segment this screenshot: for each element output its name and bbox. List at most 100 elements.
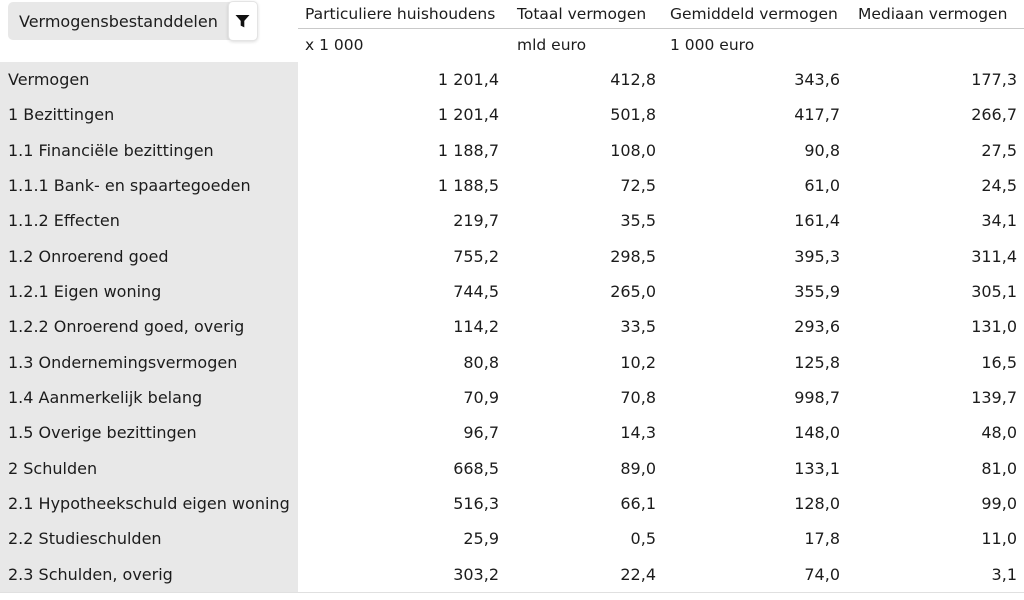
table-row: 1.2 Onroerend goed 755,2 298,5 395,3 311,4 [0, 238, 1024, 274]
value-cell: 1 201,4 [437, 70, 499, 90]
column-unit-1000-euro: 1 000 euro [670, 36, 755, 54]
value-cell: 90,8 [804, 140, 840, 160]
dimension-pill-vermogensbestanddelen[interactable]: Vermogensbestanddelen [8, 1, 258, 41]
value-cell: 114,2 [453, 317, 499, 337]
dimension-pill-label: Vermogensbestanddelen [19, 11, 218, 31]
column-header-particuliere-huishoudens: Particuliere huishoudens [305, 5, 496, 23]
row-label: 1.2 Onroerend goed [0, 238, 298, 274]
value-cell: 133,1 [794, 458, 840, 478]
value-cell: 744,5 [453, 282, 499, 302]
table-row: 1.5 Overige bezittingen 96,7 14,3 148,0 48,0 [0, 415, 1024, 451]
value-cell: 139,7 [971, 388, 1017, 408]
value-cell: 24,5 [981, 176, 1017, 196]
value-cell: 70,8 [620, 388, 656, 408]
value-cell: 108,0 [610, 140, 656, 160]
value-cell: 355,9 [794, 282, 840, 302]
value-cell: 14,3 [620, 423, 656, 443]
column-headers: Particuliere huishoudens Totaal vermogen… [298, 0, 1024, 62]
row-label: Vermogen [0, 62, 298, 98]
value-cell: 668,5 [453, 458, 499, 478]
value-cell: 48,0 [981, 423, 1017, 443]
value-cell: 148,0 [794, 423, 840, 443]
value-cell: 25,9 [463, 529, 499, 549]
value-cell: 3,1 [991, 564, 1017, 584]
value-cell: 343,6 [794, 70, 840, 90]
filter-funnel-icon [235, 14, 250, 27]
value-cell: 298,5 [610, 246, 656, 266]
value-cell: 0,5 [630, 529, 656, 549]
row-label: 2 Schulden [0, 450, 298, 486]
value-cell: 219,7 [453, 211, 499, 231]
value-cell: 96,7 [463, 423, 499, 443]
row-label: 2.2 Studieschulden [0, 521, 298, 557]
value-cell: 755,2 [453, 246, 499, 266]
column-title-row: Particuliere huishoudens Totaal vermogen… [298, 0, 1024, 29]
value-cell: 89,0 [620, 458, 656, 478]
value-cell: 1 188,5 [437, 176, 499, 196]
table-row: 2.2 Studieschulden 25,9 0,5 17,8 11,0 [0, 521, 1024, 557]
value-cell: 305,1 [971, 282, 1017, 302]
row-label: 1.2.1 Eigen woning [0, 273, 298, 310]
table-body: Vermogen 1 201,4 412,8 343,6 177,3 1 Bezittin… [0, 62, 1024, 593]
row-label: 2.1 Hypotheekschuld eigen woning [0, 485, 298, 522]
filter-button[interactable] [227, 1, 258, 41]
value-cell: 1 188,7 [437, 140, 499, 160]
value-cell: 516,3 [453, 494, 499, 514]
value-cell: 311,4 [971, 246, 1017, 266]
value-cell: 35,5 [620, 211, 656, 231]
value-cell: 303,2 [453, 564, 499, 584]
value-cell: 34,1 [981, 211, 1017, 231]
value-cell: 266,7 [971, 105, 1017, 125]
row-label: 1.1 Financiële bezittingen [0, 132, 298, 168]
row-label: 1 Bezittingen [0, 97, 298, 133]
value-cell: 177,3 [971, 70, 1017, 90]
row-label: 1.1.2 Effecten [0, 203, 298, 239]
value-cell: 131,0 [971, 317, 1017, 337]
value-cell: 22,4 [620, 564, 656, 584]
value-cell: 33,5 [620, 317, 656, 337]
column-header-totaal-vermogen: Totaal vermogen [517, 5, 647, 23]
value-cell: 72,5 [620, 176, 656, 196]
row-label: 1.3 Ondernemingsvermogen [0, 344, 298, 380]
value-cell: 501,8 [610, 105, 656, 125]
value-cell: 70,9 [463, 388, 499, 408]
value-cell: 16,5 [981, 352, 1017, 372]
value-cell: 74,0 [804, 564, 840, 584]
value-cell: 1 201,4 [437, 105, 499, 125]
table-row: 1.1.2 Effecten 219,7 35,5 161,4 34,1 [0, 203, 1024, 239]
row-label: 1.2.2 Onroerend goed, overig [0, 309, 298, 345]
table-row: 1.2.1 Eigen woning 744,5 265,0 355,9 305,1 [0, 273, 1024, 310]
value-cell: 395,3 [794, 246, 840, 266]
table-row: 2.1 Hypotheekschuld eigen woning 516,3 66,… [0, 485, 1024, 522]
column-unit-x1000: x 1 000 [305, 36, 364, 54]
table-row: 1 Bezittingen 1 201,4 501,8 417,7 266,7 [0, 97, 1024, 133]
value-cell: 128,0 [794, 494, 840, 514]
value-cell: 11,0 [981, 529, 1017, 549]
table-row: 2 Schulden 668,5 89,0 133,1 81,0 [0, 450, 1024, 486]
column-header-gemiddeld-vermogen: Gemiddeld vermogen [670, 5, 838, 23]
value-cell: 27,5 [981, 140, 1017, 160]
value-cell: 81,0 [981, 458, 1017, 478]
value-cell: 66,1 [620, 494, 656, 514]
table-row: 1.3 Ondernemingsvermogen 80,8 10,2 125,8 16,… [0, 344, 1024, 380]
table-row: 1.1 Financiële bezittingen 1 188,7 108,0 90… [0, 132, 1024, 168]
value-cell: 99,0 [981, 494, 1017, 514]
value-cell: 61,0 [804, 176, 840, 196]
row-label: 1.1.1 Bank- en spaartegoeden [0, 167, 298, 204]
value-cell: 417,7 [794, 105, 840, 125]
value-cell: 412,8 [610, 70, 656, 90]
value-cell: 17,8 [804, 529, 840, 549]
value-cell: 80,8 [463, 352, 499, 372]
column-unit-mld-euro: mld euro [517, 36, 587, 54]
table-row: 1.4 Aanmerkelijk belang 70,9 70,8 998,7 139,… [0, 379, 1024, 416]
value-cell: 125,8 [794, 352, 840, 372]
column-header-mediaan-vermogen: Mediaan vermogen [858, 5, 1008, 23]
column-unit-row: x 1 000 mld euro 1 000 euro [298, 29, 1024, 61]
value-cell: 10,2 [620, 352, 656, 372]
row-label: 1.4 Aanmerkelijk belang [0, 379, 298, 416]
value-cell: 998,7 [794, 388, 840, 408]
value-cell: 161,4 [794, 211, 840, 231]
row-label: 2.3 Schulden, overig [0, 556, 298, 592]
table-row: 1.1.1 Bank- en spaartegoeden 1 188,5 72,5 6… [0, 167, 1024, 204]
